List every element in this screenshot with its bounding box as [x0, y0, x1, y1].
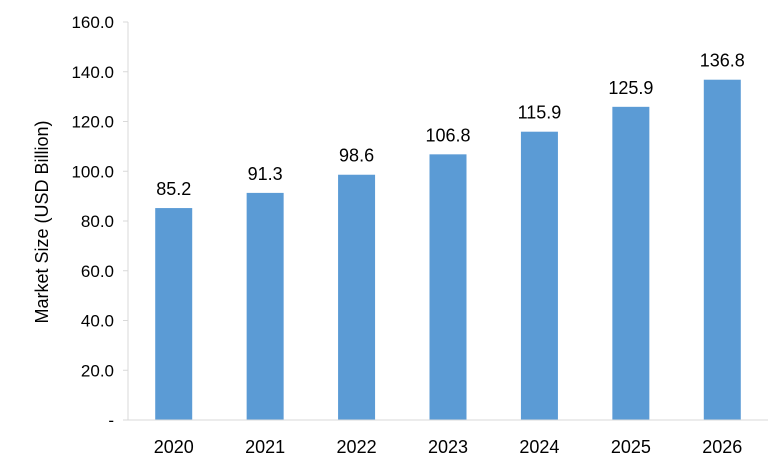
x-tick-label: 2021 — [245, 437, 285, 457]
x-tick-label: 2026 — [702, 437, 742, 457]
y-axis-title-group: Market Size (USD Billion) — [32, 120, 52, 323]
y-tick-label: 20.0 — [81, 361, 114, 380]
bar-2025 — [612, 106, 650, 420]
y-tick-label: 80.0 — [81, 212, 114, 231]
y-tick-label: 140.0 — [71, 63, 114, 82]
x-tick-label: 2022 — [337, 437, 377, 457]
data-label: 115.9 — [518, 103, 562, 123]
bar-2023 — [429, 154, 467, 420]
bar-2024 — [520, 131, 558, 421]
x-tick-label: 2024 — [519, 437, 559, 457]
bar-2021 — [246, 192, 284, 420]
bars — [155, 79, 741, 421]
x-tick-label: 2023 — [428, 437, 468, 457]
bar-2026 — [703, 79, 741, 421]
y-tick-label: - — [108, 411, 114, 430]
y-tick-label: 120.0 — [71, 113, 114, 132]
data-label: 85.2 — [156, 179, 191, 199]
data-label: 125.9 — [608, 78, 653, 98]
data-label: 106.8 — [425, 125, 470, 145]
data-label: 136.8 — [700, 51, 745, 71]
data-label: 91.3 — [248, 164, 283, 184]
y-tick-label: 40.0 — [81, 312, 114, 331]
y-axis-ticks: - 20.0 40.0 60.0 80.0 100.0 120.0 140.0 160.0 — [71, 13, 128, 430]
bar-2022 — [338, 174, 376, 420]
y-tick-label: 100.0 — [71, 162, 114, 181]
x-tick-label: 2025 — [611, 437, 651, 457]
x-axis-ticks: 2020 2021 2022 2023 2024 2025 2026 — [154, 437, 743, 457]
y-tick-label: 60.0 — [81, 262, 114, 281]
y-axis-title: Market Size (USD Billion) — [32, 120, 52, 323]
data-labels: 85.2 91.3 98.6 106.8 115.9 125.9 136.8 — [156, 51, 745, 199]
bar-2020 — [155, 208, 193, 420]
x-tick-label: 2020 — [154, 437, 194, 457]
data-label: 98.6 — [339, 146, 374, 166]
y-tick-label: 160.0 — [71, 13, 114, 32]
